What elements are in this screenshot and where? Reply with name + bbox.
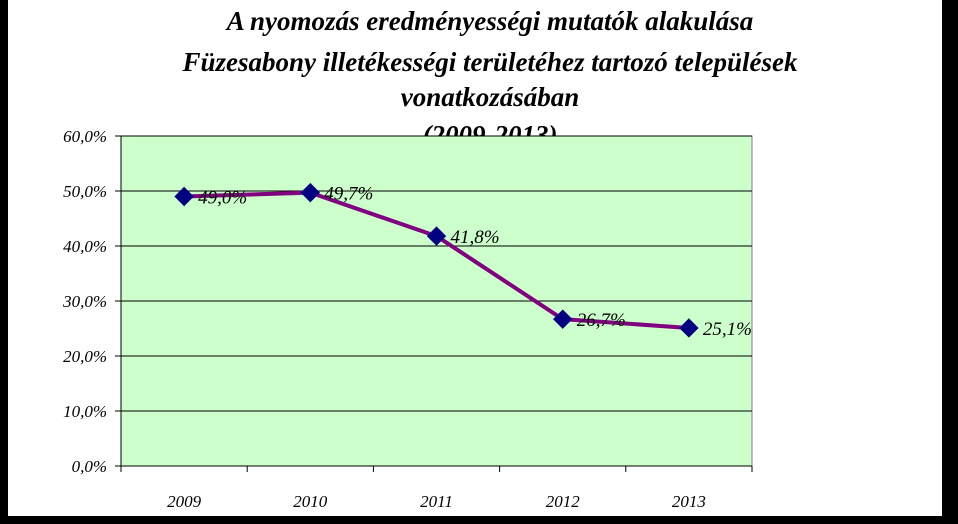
title-line-2: Füzesabony illetékességi területéhez tar… bbox=[182, 47, 798, 77]
data-point-marker bbox=[300, 182, 321, 203]
y-tick-label: 0,0% bbox=[72, 457, 107, 476]
x-tick-label: 2010 bbox=[293, 492, 328, 511]
line-chart: A nyomozás eredményességi mutatók alakul… bbox=[62, 6, 798, 511]
title-line-3: vonatkozásában bbox=[401, 82, 580, 112]
data-point-marker bbox=[679, 318, 699, 338]
plot-area: 0,0% 10,0% 20,0% 30,0% 40,0% 50,0% 60,0% 2009 20… bbox=[62, 127, 753, 511]
data-label: 41,8% bbox=[451, 227, 500, 248]
y-tick-label: 60,0% bbox=[63, 127, 107, 146]
y-tick-label: 10,0% bbox=[63, 402, 107, 421]
x-tick-label: 2012 bbox=[546, 492, 581, 511]
data-label: 25,1% bbox=[703, 319, 752, 340]
chart-title: A nyomozás eredményességi mutatók alakul… bbox=[182, 6, 798, 150]
data-label: 49,7% bbox=[324, 184, 373, 205]
data-label: 49,0% bbox=[198, 188, 247, 209]
chart-frame: A nyomozás eredményességi mutatók alakul… bbox=[8, 0, 942, 516]
x-tick-label: 2009 bbox=[167, 492, 202, 511]
data-point-marker bbox=[174, 186, 194, 207]
y-tick-label: 50,0% bbox=[63, 182, 107, 201]
data-label: 26,7% bbox=[577, 310, 626, 331]
title-line-1: A nyomozás eredményességi mutatók alakul… bbox=[225, 6, 754, 36]
x-tick-label: 2011 bbox=[420, 492, 453, 511]
x-tick-label: 2013 bbox=[672, 492, 706, 511]
data-point-marker bbox=[552, 309, 573, 329]
y-tick-label: 30,0% bbox=[62, 292, 107, 311]
y-tick-label: 20,0% bbox=[63, 347, 107, 366]
y-tick-label: 40,0% bbox=[63, 237, 107, 256]
data-point-marker bbox=[426, 226, 447, 246]
